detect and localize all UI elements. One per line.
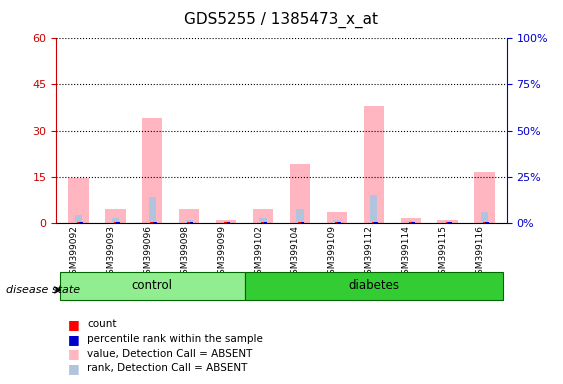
Bar	[327, 212, 347, 223]
Bar	[370, 195, 377, 223]
Bar	[77, 222, 81, 223]
Bar	[149, 197, 156, 223]
Bar	[186, 220, 193, 223]
Bar	[261, 222, 265, 223]
Bar	[444, 221, 451, 223]
Text: GSM399115: GSM399115	[439, 225, 448, 280]
Bar	[263, 222, 267, 223]
Bar	[216, 220, 236, 223]
Bar	[75, 215, 82, 223]
Text: GSM399104: GSM399104	[291, 225, 300, 280]
Text: GSM399112: GSM399112	[365, 225, 374, 280]
Bar	[301, 222, 304, 223]
Bar	[224, 222, 228, 223]
Text: diabetes: diabetes	[348, 279, 399, 292]
Text: GSM399092: GSM399092	[69, 225, 78, 280]
Text: control: control	[132, 279, 173, 292]
Bar	[68, 178, 88, 223]
Bar	[372, 222, 376, 223]
Bar	[153, 222, 157, 223]
Bar	[437, 220, 458, 223]
Bar	[446, 222, 449, 223]
Text: GSM399114: GSM399114	[402, 225, 411, 280]
Bar	[253, 209, 273, 223]
FancyBboxPatch shape	[60, 272, 244, 300]
Text: GSM399116: GSM399116	[476, 225, 485, 280]
Text: ■: ■	[68, 333, 79, 346]
Text: ■: ■	[68, 347, 79, 360]
FancyBboxPatch shape	[244, 272, 503, 300]
Bar	[448, 222, 452, 223]
Bar	[190, 222, 194, 223]
Text: ■: ■	[68, 362, 79, 375]
Text: GDS5255 / 1385473_x_at: GDS5255 / 1385473_x_at	[185, 12, 378, 28]
Bar	[400, 218, 421, 223]
Bar	[485, 222, 489, 223]
Bar	[79, 222, 83, 223]
Text: percentile rank within the sample: percentile rank within the sample	[87, 334, 263, 344]
Text: GSM399109: GSM399109	[328, 225, 337, 280]
Bar	[116, 222, 119, 223]
Bar	[298, 222, 302, 223]
Bar	[112, 218, 119, 223]
Bar	[227, 222, 230, 223]
Text: count: count	[87, 319, 117, 329]
Bar	[296, 209, 303, 223]
Bar	[364, 106, 384, 223]
Bar	[179, 209, 199, 223]
Bar	[150, 222, 154, 223]
Text: value, Detection Call = ABSENT: value, Detection Call = ABSENT	[87, 349, 253, 359]
Bar	[260, 218, 267, 223]
Bar	[337, 222, 341, 223]
Bar	[142, 118, 163, 223]
Bar	[409, 222, 413, 223]
Bar	[412, 222, 415, 223]
Bar	[407, 221, 414, 223]
Text: ■: ■	[68, 318, 79, 331]
Bar	[114, 222, 117, 223]
Text: GSM399096: GSM399096	[144, 225, 152, 280]
Text: rank, Detection Call = ABSENT: rank, Detection Call = ABSENT	[87, 363, 248, 373]
Text: GSM399098: GSM399098	[180, 225, 189, 280]
Bar	[187, 222, 191, 223]
Bar	[475, 172, 495, 223]
Text: GSM399102: GSM399102	[254, 225, 263, 280]
Bar	[105, 209, 126, 223]
Bar	[333, 220, 341, 223]
Bar	[481, 212, 488, 223]
Text: GSM399093: GSM399093	[106, 225, 115, 280]
Text: GSM399099: GSM399099	[217, 225, 226, 280]
Bar	[222, 221, 230, 223]
Bar	[290, 164, 310, 223]
Bar	[482, 222, 486, 223]
Text: disease state: disease state	[6, 285, 80, 295]
Bar	[374, 222, 378, 223]
Bar	[335, 222, 339, 223]
